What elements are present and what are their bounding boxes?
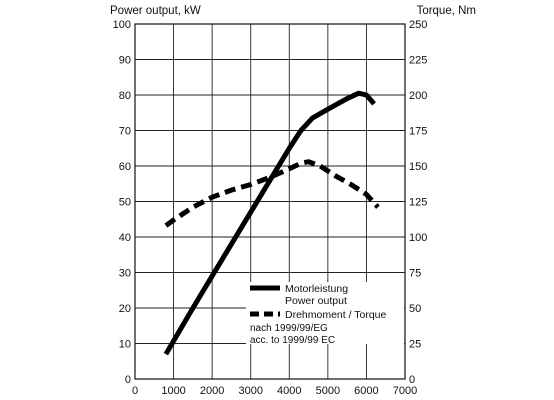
right-tick-label: 125 — [409, 197, 427, 209]
x-tick-label: 2000 — [200, 385, 224, 397]
plot-frame — [134, 23, 406, 380]
right-tick-label: 100 — [409, 232, 427, 244]
power-line — [163, 90, 376, 356]
left-tick-label: 0 — [125, 374, 131, 386]
right-tick-label: 200 — [409, 90, 427, 102]
annotation-line-2: acc. to 1999/99 EC — [250, 335, 335, 346]
left-axis-title: Power output, kW — [110, 5, 201, 17]
left-tick-label: 10 — [119, 339, 131, 351]
right-axis-ticks: 0 25 50 75 100 125 150 175 200 225 250 — [409, 19, 427, 386]
annotation-line-1: nach 1999/99/EG — [250, 323, 328, 334]
grid — [134, 23, 406, 380]
left-tick-label: 100 — [113, 19, 131, 31]
x-tick-label: 1000 — [161, 385, 185, 397]
legend-power-label: Motorleistung — [285, 283, 348, 295]
x-tick-label: 5000 — [316, 385, 340, 397]
right-tick-label: 75 — [409, 268, 421, 280]
right-tick-label: 25 — [409, 339, 421, 351]
right-axis-title: Torque, Nm — [417, 5, 476, 17]
left-tick-label: 80 — [119, 90, 131, 102]
x-tick-label: 4000 — [277, 385, 301, 397]
right-tick-label: 0 — [409, 374, 415, 386]
left-tick-label: 60 — [119, 161, 131, 173]
x-tick-label: 3000 — [238, 385, 262, 397]
left-tick-label: 30 — [119, 268, 131, 280]
legend-torque-label: Drehmoment / Torque — [285, 309, 387, 321]
x-axis-ticks: 0 1000 2000 3000 4000 5000 6000 7000 — [132, 385, 417, 397]
right-tick-label: 150 — [409, 161, 427, 173]
series-layer — [163, 90, 380, 356]
legend: Motorleistung Power output Drehmoment / … — [246, 282, 404, 346]
right-tick-label: 250 — [409, 19, 427, 31]
x-tick-label: 7000 — [393, 385, 417, 397]
torque-line — [164, 159, 380, 228]
left-tick-label: 50 — [119, 197, 131, 209]
x-tick-label: 0 — [132, 385, 138, 397]
left-tick-label: 90 — [119, 55, 131, 67]
right-tick-label: 225 — [409, 55, 427, 67]
left-tick-label: 40 — [119, 232, 131, 244]
right-tick-label: 175 — [409, 126, 427, 138]
x-tick-label: 6000 — [354, 385, 378, 397]
left-tick-label: 70 — [119, 126, 131, 138]
right-tick-label: 50 — [409, 303, 421, 315]
legend-power-label-en: Power output — [285, 295, 347, 307]
left-tick-label: 20 — [119, 303, 131, 315]
left-axis-ticks: 0 10 20 30 40 50 60 70 80 90 100 — [113, 19, 131, 386]
